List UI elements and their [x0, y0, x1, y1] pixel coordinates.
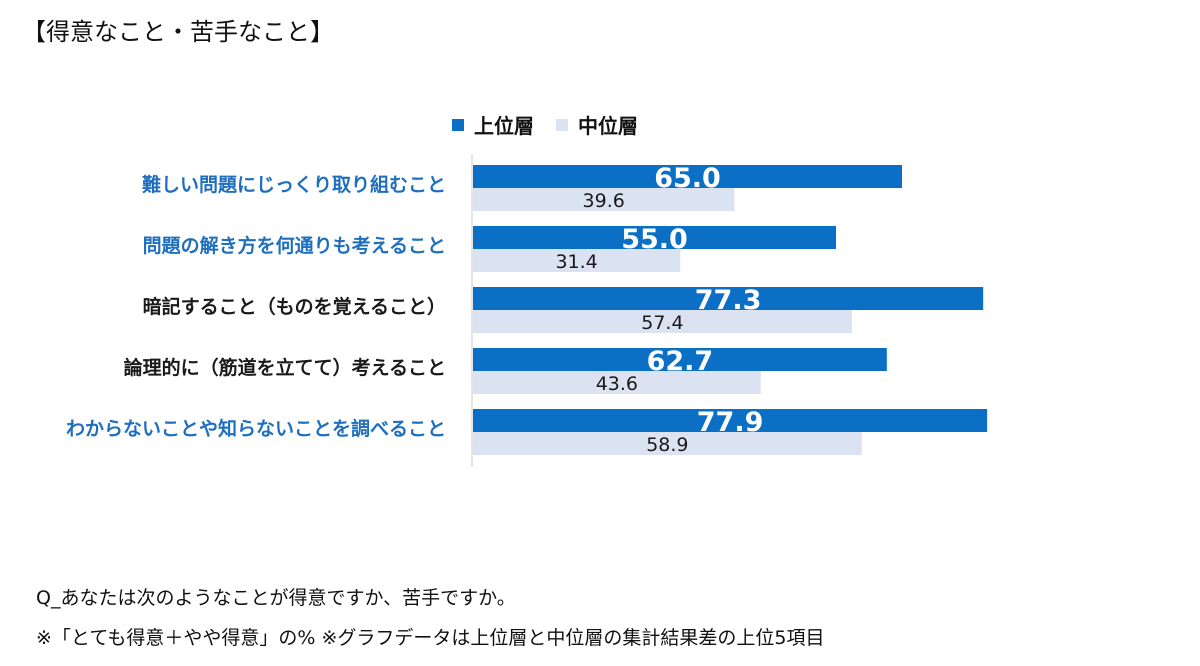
data-label-middle: 57.4 [641, 312, 683, 334]
legend-item-upper: 上位層 [452, 110, 534, 139]
legend-swatch-middle [556, 118, 568, 131]
bar-middle [473, 371, 761, 394]
chart-legend: 上位層 中位層 [452, 110, 638, 139]
category-label: 問題の解き方を何通りも考えること [143, 234, 446, 257]
bar-upper [473, 287, 984, 310]
data-label-middle: 31.4 [555, 251, 597, 273]
legend-swatch-upper [452, 118, 464, 131]
bar-middle [473, 310, 852, 333]
category-label: 難しい問題にじっくり取り組むこと [142, 173, 446, 196]
footnote-text: ※「とても得意＋やや得意」の% ※グラフデータは上位層と中位層の集計結果差の上位… [36, 627, 825, 649]
data-label-middle: 39.6 [583, 190, 625, 212]
category-label: 暗記すること（ものを覚えること） [143, 295, 446, 318]
legend-item-middle: 中位層 [556, 110, 638, 139]
bar-middle [473, 188, 735, 211]
data-label-middle: 58.9 [646, 434, 688, 456]
legend-label-middle: 中位層 [578, 114, 638, 138]
page-title: 【得意なこと・苦手なこと】 [22, 18, 334, 46]
bar-upper [473, 409, 988, 432]
bar-upper [473, 348, 887, 371]
bar-middle [473, 432, 862, 455]
category-label: わからないことや知らないことを調べること [66, 417, 446, 440]
bar-upper [473, 165, 902, 188]
category-label: 論理的に（筋道を立てて）考えること [124, 356, 446, 379]
question-text: Q_あなたは次のようなことが得意ですか、苦手ですか。 [36, 587, 516, 609]
data-label-middle: 43.6 [596, 373, 638, 395]
legend-label-upper: 上位層 [474, 114, 534, 138]
bar-upper [473, 226, 836, 249]
bar-middle [473, 249, 681, 272]
